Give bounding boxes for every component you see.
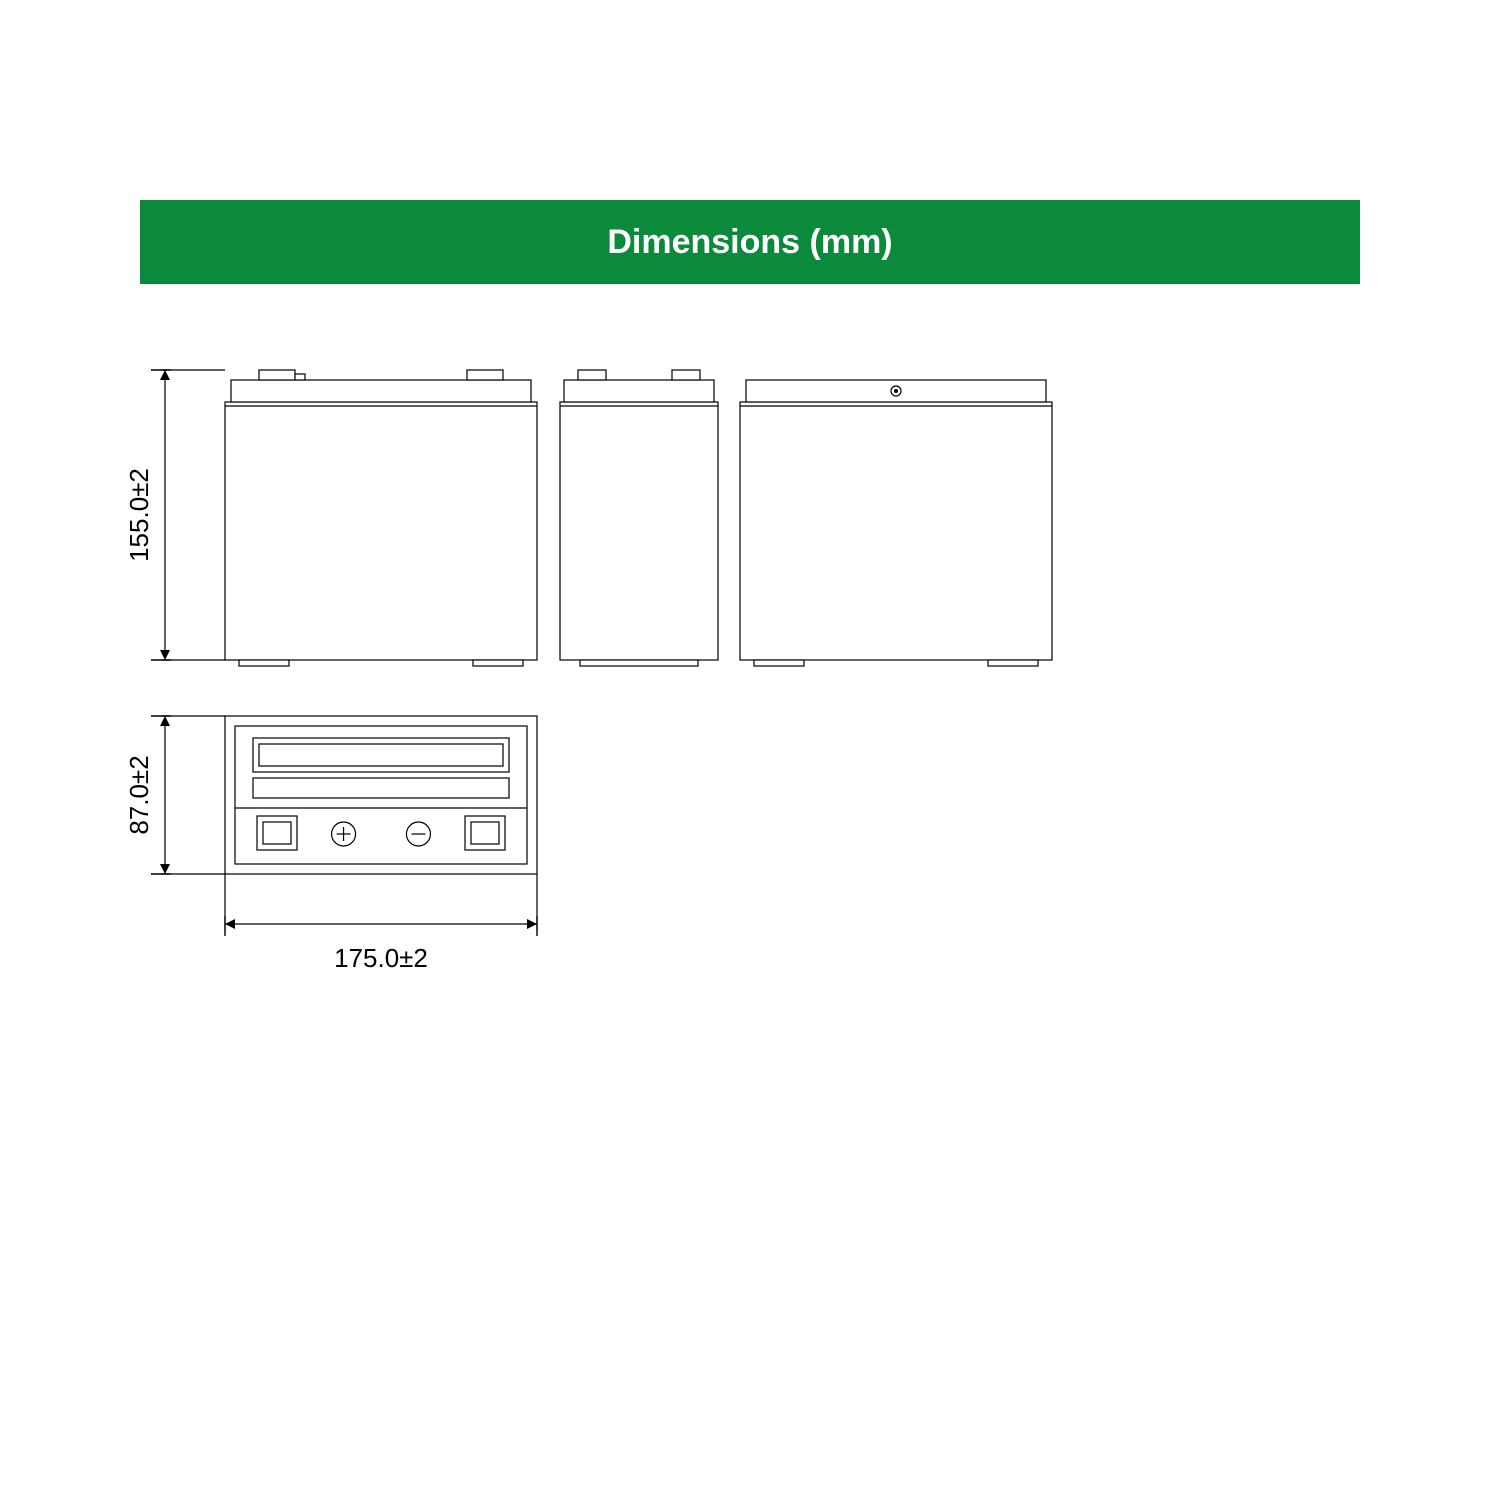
dim-width-label: 175.0±2 — [334, 943, 428, 973]
technical-drawing: 155.0±2 87.0±2 175.0±2 — [0, 0, 1500, 1500]
page: Dimensions (mm) 155.0±287.0±2175.0±2 — [0, 0, 1500, 1500]
dim-height-label: 155.0±2 — [124, 468, 154, 562]
dim-depth-label: 87.0±2 — [124, 755, 154, 834]
